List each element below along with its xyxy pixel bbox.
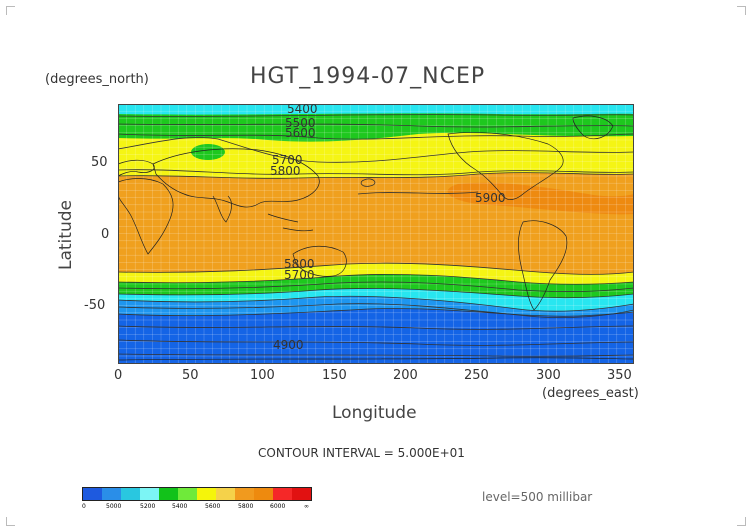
colorbar-segment	[159, 488, 178, 500]
longitude-unit: (degrees_east)	[542, 386, 639, 401]
colorbar-label: 5200	[140, 503, 156, 510]
colorbar-segment	[197, 488, 216, 500]
contour-label: 5400	[287, 102, 318, 116]
contour-label: 5600	[285, 126, 316, 140]
contour-interval-text: CONTOUR INTERVAL = 5.000E+01	[258, 446, 465, 460]
colorbar-label: 0	[82, 503, 86, 510]
x-axis-label: Longitude	[332, 403, 417, 423]
x-tick-label: 250	[464, 368, 489, 383]
corner-mark	[737, 517, 746, 526]
map-panel	[118, 104, 634, 364]
x-tick-label: 0	[114, 368, 123, 383]
x-tick-label: 200	[393, 368, 418, 383]
colorbar-segment	[216, 488, 235, 500]
x-tick-label: 100	[250, 368, 275, 383]
contour-label: 4900	[273, 338, 304, 352]
coastlines	[118, 115, 634, 361]
contour-label: 5800	[284, 257, 315, 271]
colorbar-segment	[254, 488, 273, 500]
colorbar-label: ∞	[304, 503, 309, 510]
colorbar-label: 5400	[172, 503, 188, 510]
colorbar-segment	[273, 488, 292, 500]
green-blob	[191, 144, 225, 160]
level-text: level=500 millibar	[482, 490, 593, 504]
band-deep-orange	[447, 182, 634, 215]
colorbar-segment	[140, 488, 159, 500]
colorbar-label: 6000	[270, 503, 286, 510]
y-tick-label: 50	[91, 155, 108, 170]
corner-mark	[6, 6, 15, 15]
x-tick-label: 350	[607, 368, 632, 383]
contour-label: 5700	[284, 268, 315, 282]
colorbar-segment	[178, 488, 197, 500]
colorbar-segment	[235, 488, 254, 500]
colorbar-segment	[102, 488, 121, 500]
map-title: HGT_1994-07_NCEP	[250, 64, 486, 89]
x-tick-label: 150	[322, 368, 347, 383]
map-grid	[118, 104, 634, 364]
colorbar-segment	[292, 488, 311, 500]
contour-label: 5700	[272, 153, 303, 167]
colorbar-segment	[83, 488, 102, 500]
contour-lines	[118, 114, 634, 357]
colorbar-segment	[121, 488, 140, 500]
band-light-blue-north	[118, 104, 634, 115]
colorbar	[82, 487, 312, 501]
y-axis-label: Latitude	[56, 200, 76, 270]
y-tick-label: -50	[84, 298, 106, 313]
corner-mark	[6, 517, 15, 526]
colorbar-label: 5800	[238, 503, 254, 510]
contour-label: 5800	[270, 164, 301, 178]
corner-mark	[737, 6, 746, 15]
y-tick-label: 0	[101, 227, 110, 242]
colorbar-label: 5000	[106, 503, 122, 510]
x-tick-label: 50	[182, 368, 199, 383]
colorbar-label: 5600	[205, 503, 221, 510]
contour-label: 5500	[285, 116, 316, 130]
latitude-unit: (degrees_north)	[45, 72, 149, 87]
contour-label: 5900	[475, 191, 506, 205]
x-tick-label: 300	[536, 368, 561, 383]
